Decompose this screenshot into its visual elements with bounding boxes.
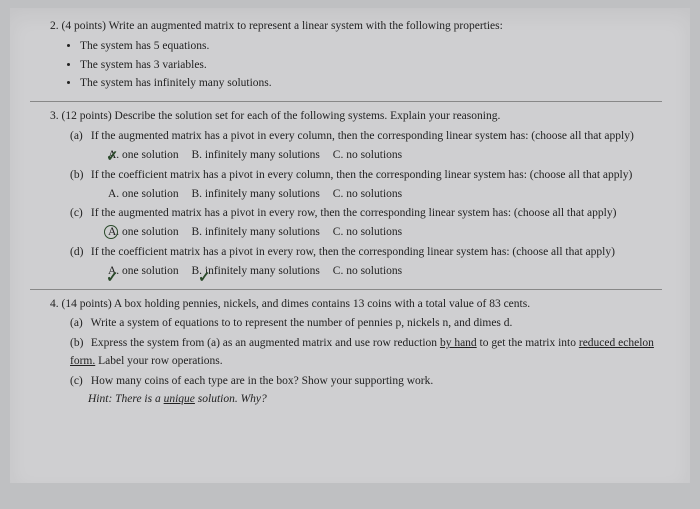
subparts: (a) Write a system of equations to to re… — [70, 315, 662, 408]
choice-c: C. no solutions — [333, 186, 402, 204]
problem-2: 2. (4 points) Write an augmented matrix … — [50, 18, 662, 93]
choices-row: ✓ A. one solution B. infinitely many sol… — [108, 147, 662, 165]
sub-label: (b) — [70, 167, 88, 185]
hint-unique: unique — [164, 393, 195, 405]
choice-c: C. no solutions — [333, 147, 402, 165]
sub-text: If the coefficient matrix has a pivot in… — [91, 169, 632, 181]
choice-b: B. infinitely many solutions — [191, 263, 319, 281]
choices-row: A. one solution B. infinitely many solut… — [108, 186, 662, 204]
bullet-item: The system has infinitely many solutions… — [80, 75, 662, 93]
problem-number: 4. — [50, 298, 59, 310]
worksheet-page: 2. (4 points) Write an augmented matrix … — [10, 8, 690, 483]
sub-label: (a) — [70, 315, 88, 333]
sub-text: How many coins of each type are in the b… — [91, 375, 433, 387]
sub-text: If the augmented matrix has a pivot in e… — [91, 130, 634, 142]
bullet-item: The system has 5 equations. — [80, 38, 662, 56]
problem-points: (12 points) — [62, 110, 112, 122]
hint-text-1: Hint: There is a — [88, 393, 164, 405]
choice-b: B. infinitely many solutions — [191, 186, 319, 204]
problem-number: 3. — [50, 110, 59, 122]
divider — [30, 289, 662, 290]
subpart-c: (c) If the augmented matrix has a pivot … — [70, 205, 662, 242]
problem-number: 2. — [50, 20, 59, 32]
sub-label: (c) — [70, 373, 88, 391]
sub-label: (a) — [70, 128, 88, 146]
sub-text: If the augmented matrix has a pivot in e… — [91, 207, 617, 219]
subpart-a: (a) Write a system of equations to to re… — [70, 315, 662, 333]
choice-a: A. one solution — [108, 263, 179, 281]
problem-3: 3. (12 points) Describe the solution set… — [50, 108, 662, 280]
sub-text: If the coefficient matrix has a pivot in… — [91, 246, 615, 258]
choice-a: A. one solution — [108, 147, 179, 165]
subpart-a: (a) If the augmented matrix has a pivot … — [70, 128, 662, 165]
choices-row: A. one solution B. infinitely many solut… — [108, 224, 662, 242]
subpart-b: (b) Express the system from (a) as an au… — [70, 335, 662, 371]
choice-c: C. no solutions — [333, 224, 402, 242]
subpart-b: (b) If the coefficient matrix has a pivo… — [70, 167, 662, 204]
sub-label: (c) — [70, 205, 88, 223]
problem-stem: Write an augmented matrix to represent a… — [109, 20, 503, 32]
sub-text-2: to get the matrix into — [477, 337, 579, 349]
sub-label: (d) — [70, 244, 88, 262]
problem-stem: Describe the solution set for each of th… — [115, 110, 501, 122]
sub-text-1: Express the system from (a) as an augmen… — [91, 337, 440, 349]
choice-a: A. one solution — [108, 224, 179, 242]
choice-c: C. no solutions — [333, 263, 402, 281]
hint-text-2: solution. Why? — [195, 393, 267, 405]
problem-stem: A box holding pennies, nickels, and dime… — [114, 298, 530, 310]
choices-row: ✓ ✓ A. one solution B. infinitely many s… — [108, 263, 662, 281]
sub-text-3: Label your row operations. — [95, 355, 222, 367]
subpart-d: (d) If the coefficient matrix has a pivo… — [70, 244, 662, 281]
subparts: (a) If the augmented matrix has a pivot … — [70, 128, 662, 281]
underline-by-hand: by hand — [440, 337, 477, 349]
problem-4: 4. (14 points) A box holding pennies, ni… — [50, 296, 662, 409]
choice-b: B. infinitely many solutions — [191, 224, 319, 242]
subpart-c: (c) How many coins of each type are in t… — [70, 373, 662, 409]
sub-label: (b) — [70, 335, 88, 353]
bullet-item: The system has 3 variables. — [80, 57, 662, 75]
problem-points: (14 points) — [62, 298, 112, 310]
bullet-list: The system has 5 equations. The system h… — [80, 38, 662, 93]
choice-a: A. one solution — [108, 186, 179, 204]
divider — [30, 101, 662, 102]
problem-points: (4 points) — [62, 20, 106, 32]
sub-text: Write a system of equations to to repres… — [91, 317, 513, 329]
choice-b: B. infinitely many solutions — [191, 147, 319, 165]
